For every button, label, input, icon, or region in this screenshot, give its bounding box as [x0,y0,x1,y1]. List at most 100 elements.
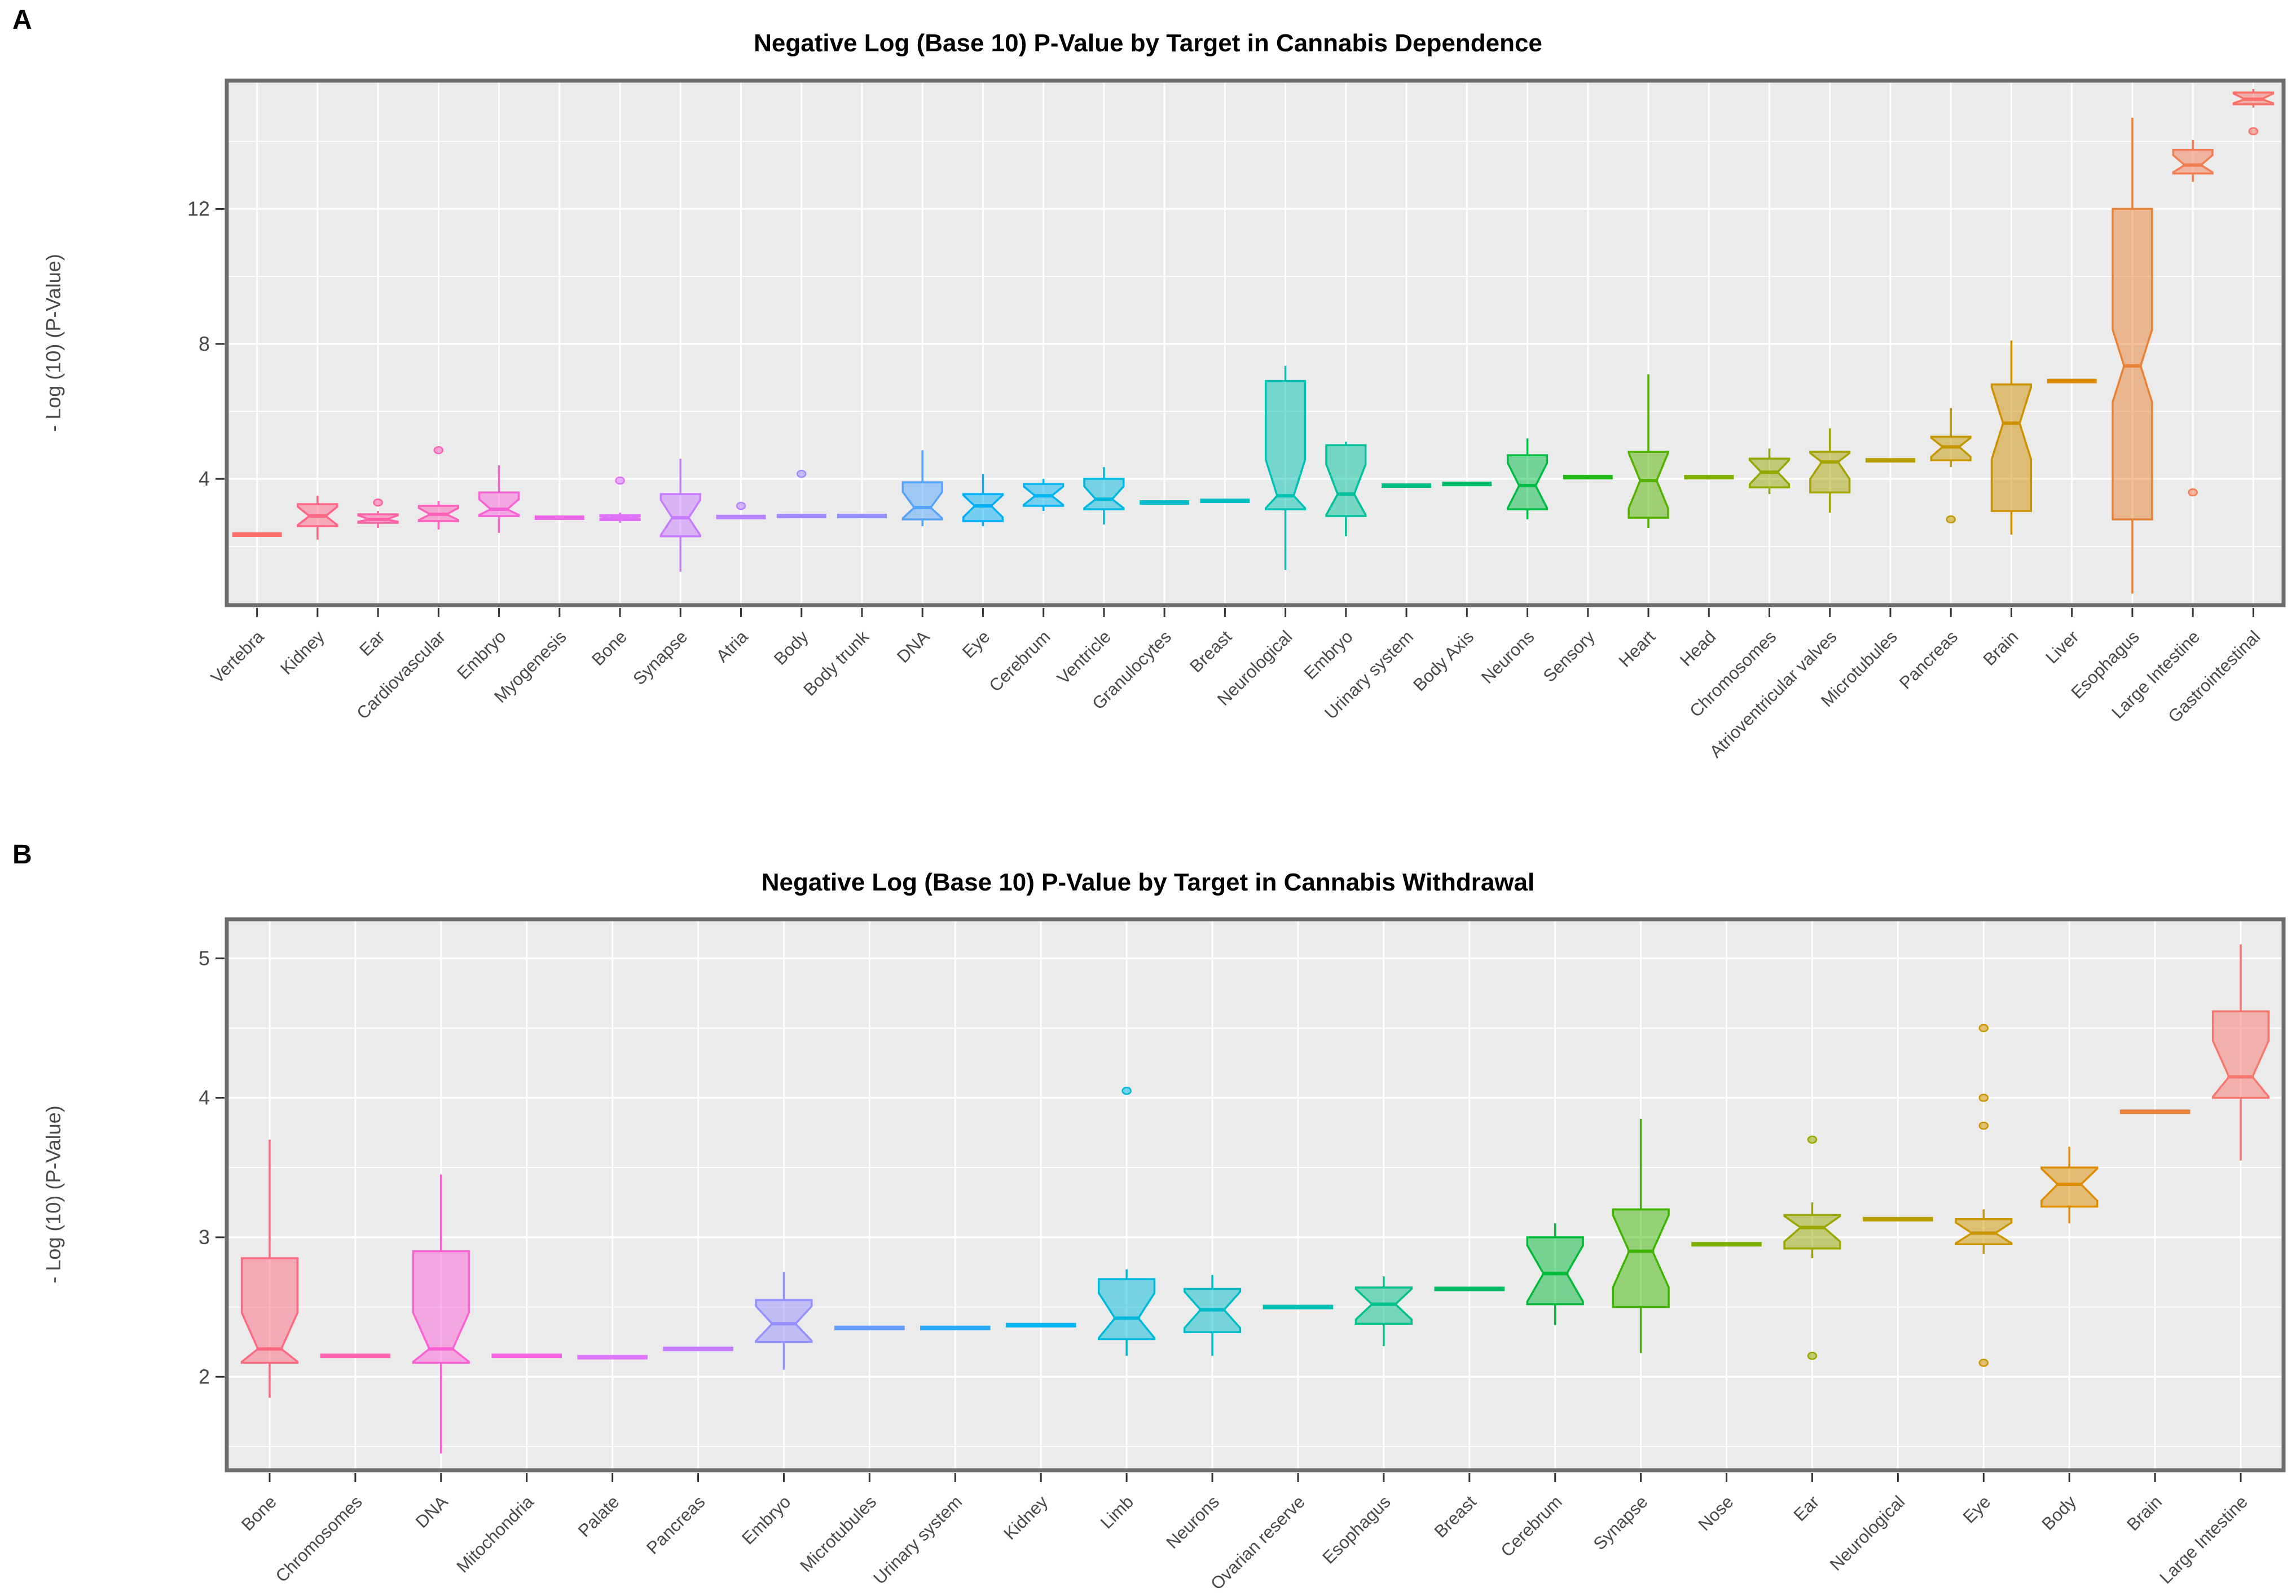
x-category-label: Liver [2042,627,2082,667]
outlier-point [1978,1024,1989,1033]
outlier-point [796,469,807,478]
flat-box [491,1353,562,1359]
box-urinary-system [920,1325,991,1330]
box-chromosomes [320,1353,391,1359]
box-gastrointestinal [2232,89,2274,136]
box-neurons [1506,438,1549,519]
box-brain [2119,1109,2191,1114]
notched-box [412,1250,470,1364]
notched-box [478,491,520,517]
flat-box [1200,499,1250,504]
box-eye [962,474,1004,526]
x-category-label: Head [1676,627,1719,670]
x-category-label: Embryo [1300,627,1357,683]
box-brain [1990,340,2033,535]
x-category-label: Bone [237,1492,280,1535]
panel-frame [225,917,2286,1472]
x-category-label: Nose [1695,1492,1738,1535]
flat-box [663,1346,733,1351]
x-category-label: Body Axis [1409,627,1477,695]
flat-box [232,532,282,537]
outlier-point [1121,1086,1132,1095]
panel-a-title: Negative Log (Base 10) P-Value by Target… [754,29,1542,57]
panel-a-tag: A [12,5,32,35]
y-tick-label: 3 [199,1225,210,1249]
outlier-point [736,501,746,510]
x-category-label: Sensory [1540,627,1599,686]
notched-box [1526,1236,1584,1306]
box-heart [1628,374,1669,528]
box-ovarian-reserve [1263,1304,1334,1310]
x-category-label: Kidney [1000,1492,1052,1544]
flat-box [834,1325,905,1330]
x-category-label: Ear [1790,1492,1823,1525]
y-tick-label: 12 [187,197,210,220]
x-category-label: Cerebrum [1497,1492,1565,1560]
flat-box [534,515,584,520]
flat-box [1563,475,1613,480]
box-microtubules [1866,458,1915,463]
flat-box [1434,1286,1505,1291]
flat-box [1684,475,1734,480]
outlier-point [1807,1351,1818,1360]
box-kidney [297,496,338,540]
notched-box [1098,1278,1156,1341]
flat-box [2119,1109,2191,1114]
x-category-label: Mitochondria [452,1492,538,1577]
notched-box [755,1299,813,1343]
outlier-point [2248,127,2259,136]
x-category-label: Neurons [1477,627,1538,687]
box-cardiovascular [417,446,459,530]
box-nose [1691,1242,1762,1247]
flat-box [2047,378,2097,383]
flat-box [1263,1304,1334,1310]
box-cerebrum [1526,1223,1584,1325]
x-category-label: Large Intestine [2156,1492,2251,1588]
flat-box [1442,482,1492,487]
outlier-point [615,476,625,485]
box-body-trunk [837,514,887,519]
box-embryo [478,465,520,533]
box-esophagus [2112,117,2153,594]
box-liver [2047,378,2097,383]
x-category-label: Kidney [276,627,328,678]
x-category-label: Esophagus [1318,1492,1394,1567]
x-category-label: Body [770,627,812,669]
x-category-label: Embryo [453,627,509,683]
y-tick-label: 5 [199,946,210,969]
x-category-label: Ventricle [1053,627,1115,688]
x-category-label: Breast [1431,1492,1480,1541]
x-category-label: DNA [412,1492,452,1532]
outlier-point [373,498,383,507]
notched-box [1783,1214,1841,1250]
y-tick-label: 4 [199,1086,210,1109]
box-ear [357,498,399,528]
box-large-intestine [2211,944,2270,1161]
box-embryo [1325,442,1367,536]
y-tick-label: 2 [199,1365,210,1388]
x-category-label: Eye [958,627,994,662]
x-category-label: Synapse [629,627,691,689]
box-body-axis [1442,482,1492,487]
box-ventricle [1083,467,1125,524]
x-category-label: Breast [1186,627,1235,676]
x-category-label: Synapse [1590,1492,1652,1554]
box-synapse [659,458,701,572]
box-microtubules [834,1325,905,1330]
flat-box [1866,458,1915,463]
x-category-label: Brain [1979,627,2022,669]
box-dna [412,1174,470,1454]
box-breast [1434,1286,1505,1291]
box-limb [1098,1086,1156,1356]
x-category-label: Ear [355,627,389,660]
x-category-label: Heart [1615,627,1660,671]
x-category-label: Chromosomes [272,1492,366,1586]
x-category-label: DNA [893,627,933,667]
x-category-label: Bone [588,627,631,669]
box-pancreas [663,1346,733,1351]
box-sensory [1563,475,1613,480]
notched-box [1325,444,1367,517]
outlier-point [2188,488,2198,497]
plot-background [227,81,2284,605]
